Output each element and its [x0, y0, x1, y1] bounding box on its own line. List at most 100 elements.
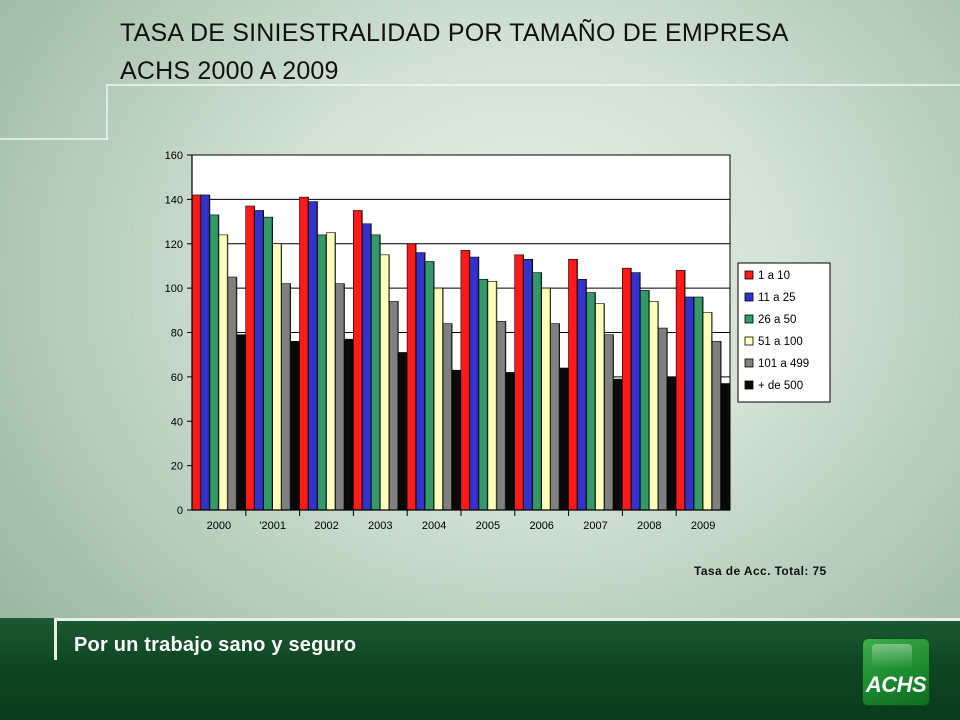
title-line-1: TASA DE SINIESTRALIDAD POR TAMAÑO DE EMP…	[120, 19, 789, 47]
bar	[200, 194, 211, 511]
bar	[353, 210, 363, 511]
bar	[630, 272, 641, 511]
bar	[433, 287, 444, 511]
bar	[657, 327, 668, 511]
footer-slogan: Por un trabajo sano y seguro	[74, 634, 357, 656]
bar	[397, 352, 408, 511]
footer-top-line	[57, 618, 960, 621]
x-tick-label: 2009	[691, 520, 715, 532]
y-tick-label: 20	[171, 461, 183, 473]
y-tick-label: 60	[171, 372, 183, 384]
bar	[684, 296, 695, 511]
bar	[362, 223, 372, 511]
x-tick-label: 2006	[529, 520, 553, 532]
bar	[586, 292, 596, 511]
bar	[559, 367, 570, 511]
bar	[191, 194, 202, 511]
bar	[281, 283, 291, 511]
legend-swatch	[744, 380, 754, 390]
bar	[371, 234, 381, 511]
legend-label: + de 500	[758, 380, 803, 392]
bar	[568, 258, 578, 511]
bar	[335, 283, 345, 511]
y-tick-label: 0	[177, 505, 183, 517]
bar	[666, 376, 677, 511]
x-tick-label: 2004	[422, 520, 446, 532]
bar	[648, 301, 659, 511]
total-rate-note: Tasa de Acc. Total: 75	[694, 564, 827, 578]
x-tick-label: '2001	[259, 520, 286, 532]
bar	[415, 252, 426, 511]
bar	[308, 201, 318, 511]
bar	[621, 267, 632, 511]
bar	[675, 270, 686, 511]
frame-line-vertical	[106, 84, 108, 140]
legend-label: 11 a 25	[758, 292, 796, 304]
bar	[604, 334, 614, 511]
bar	[442, 323, 453, 511]
bar	[702, 312, 713, 511]
bar	[487, 281, 498, 511]
achs-logo: ACHS	[862, 638, 930, 706]
bar	[514, 254, 525, 511]
bar	[693, 296, 704, 511]
bar	[577, 278, 587, 511]
legend-label: 101 a 499	[758, 358, 809, 370]
x-tick-label: 2005	[476, 520, 500, 532]
bar	[290, 341, 300, 511]
x-tick-label: 2008	[637, 520, 661, 532]
bar	[254, 210, 264, 511]
x-tick-label: 2000	[207, 520, 231, 532]
bar	[389, 301, 399, 511]
bar	[406, 243, 417, 511]
legend-swatch	[744, 314, 754, 324]
title-line-2: ACHS 2000 A 2009	[120, 57, 339, 85]
y-tick-label: 160	[165, 150, 183, 162]
logo-shine	[872, 644, 912, 668]
bar	[711, 341, 722, 511]
y-tick-label: 120	[165, 239, 183, 251]
bar	[380, 254, 390, 511]
footer-bar	[0, 618, 960, 720]
bar	[227, 276, 238, 511]
footer-left-line	[54, 618, 57, 660]
bar	[505, 372, 516, 511]
bar	[451, 369, 462, 511]
x-tick-label: 2002	[314, 520, 338, 532]
x-tick-label: 2003	[368, 520, 392, 532]
bar	[245, 205, 255, 511]
y-tick-label: 140	[165, 194, 183, 206]
bar	[496, 321, 507, 511]
bar	[550, 323, 561, 511]
bar	[326, 232, 336, 511]
y-tick-label: 80	[171, 328, 183, 340]
logo-text: ACHS	[865, 672, 927, 697]
legend-box	[737, 262, 831, 403]
bar	[263, 216, 273, 511]
bar	[720, 383, 731, 511]
legend-label: 1 a 10	[758, 270, 790, 282]
bar	[595, 303, 605, 511]
bar	[344, 338, 354, 511]
legend-swatch	[744, 292, 754, 302]
x-tick-label: 2007	[583, 520, 607, 532]
bar	[317, 234, 327, 511]
chart-panel: 0 20 40 60 80 100 120 140 160 2000 '2001 2002 2003 20…	[136, 138, 842, 548]
bar	[639, 290, 650, 511]
legend-label: 26 a 50	[758, 314, 796, 326]
bar	[523, 258, 534, 511]
bar	[532, 272, 543, 511]
bar	[236, 334, 247, 511]
bar-chart: 0 20 40 60 80 100 120 140 160 2000 '2001 2002 2003 20…	[165, 150, 831, 532]
legend-label: 51 a 100	[758, 336, 803, 348]
bar	[469, 256, 480, 511]
legend-swatch	[744, 270, 754, 280]
bar	[299, 196, 309, 511]
bar	[218, 234, 229, 511]
bar	[460, 250, 471, 511]
bar	[209, 214, 220, 511]
frame-line-left	[0, 138, 108, 140]
bar	[541, 287, 552, 511]
bar	[478, 278, 489, 511]
slide-title: TASA DE SINIESTRALIDAD POR TAMAÑO DE EMP…	[120, 14, 789, 90]
